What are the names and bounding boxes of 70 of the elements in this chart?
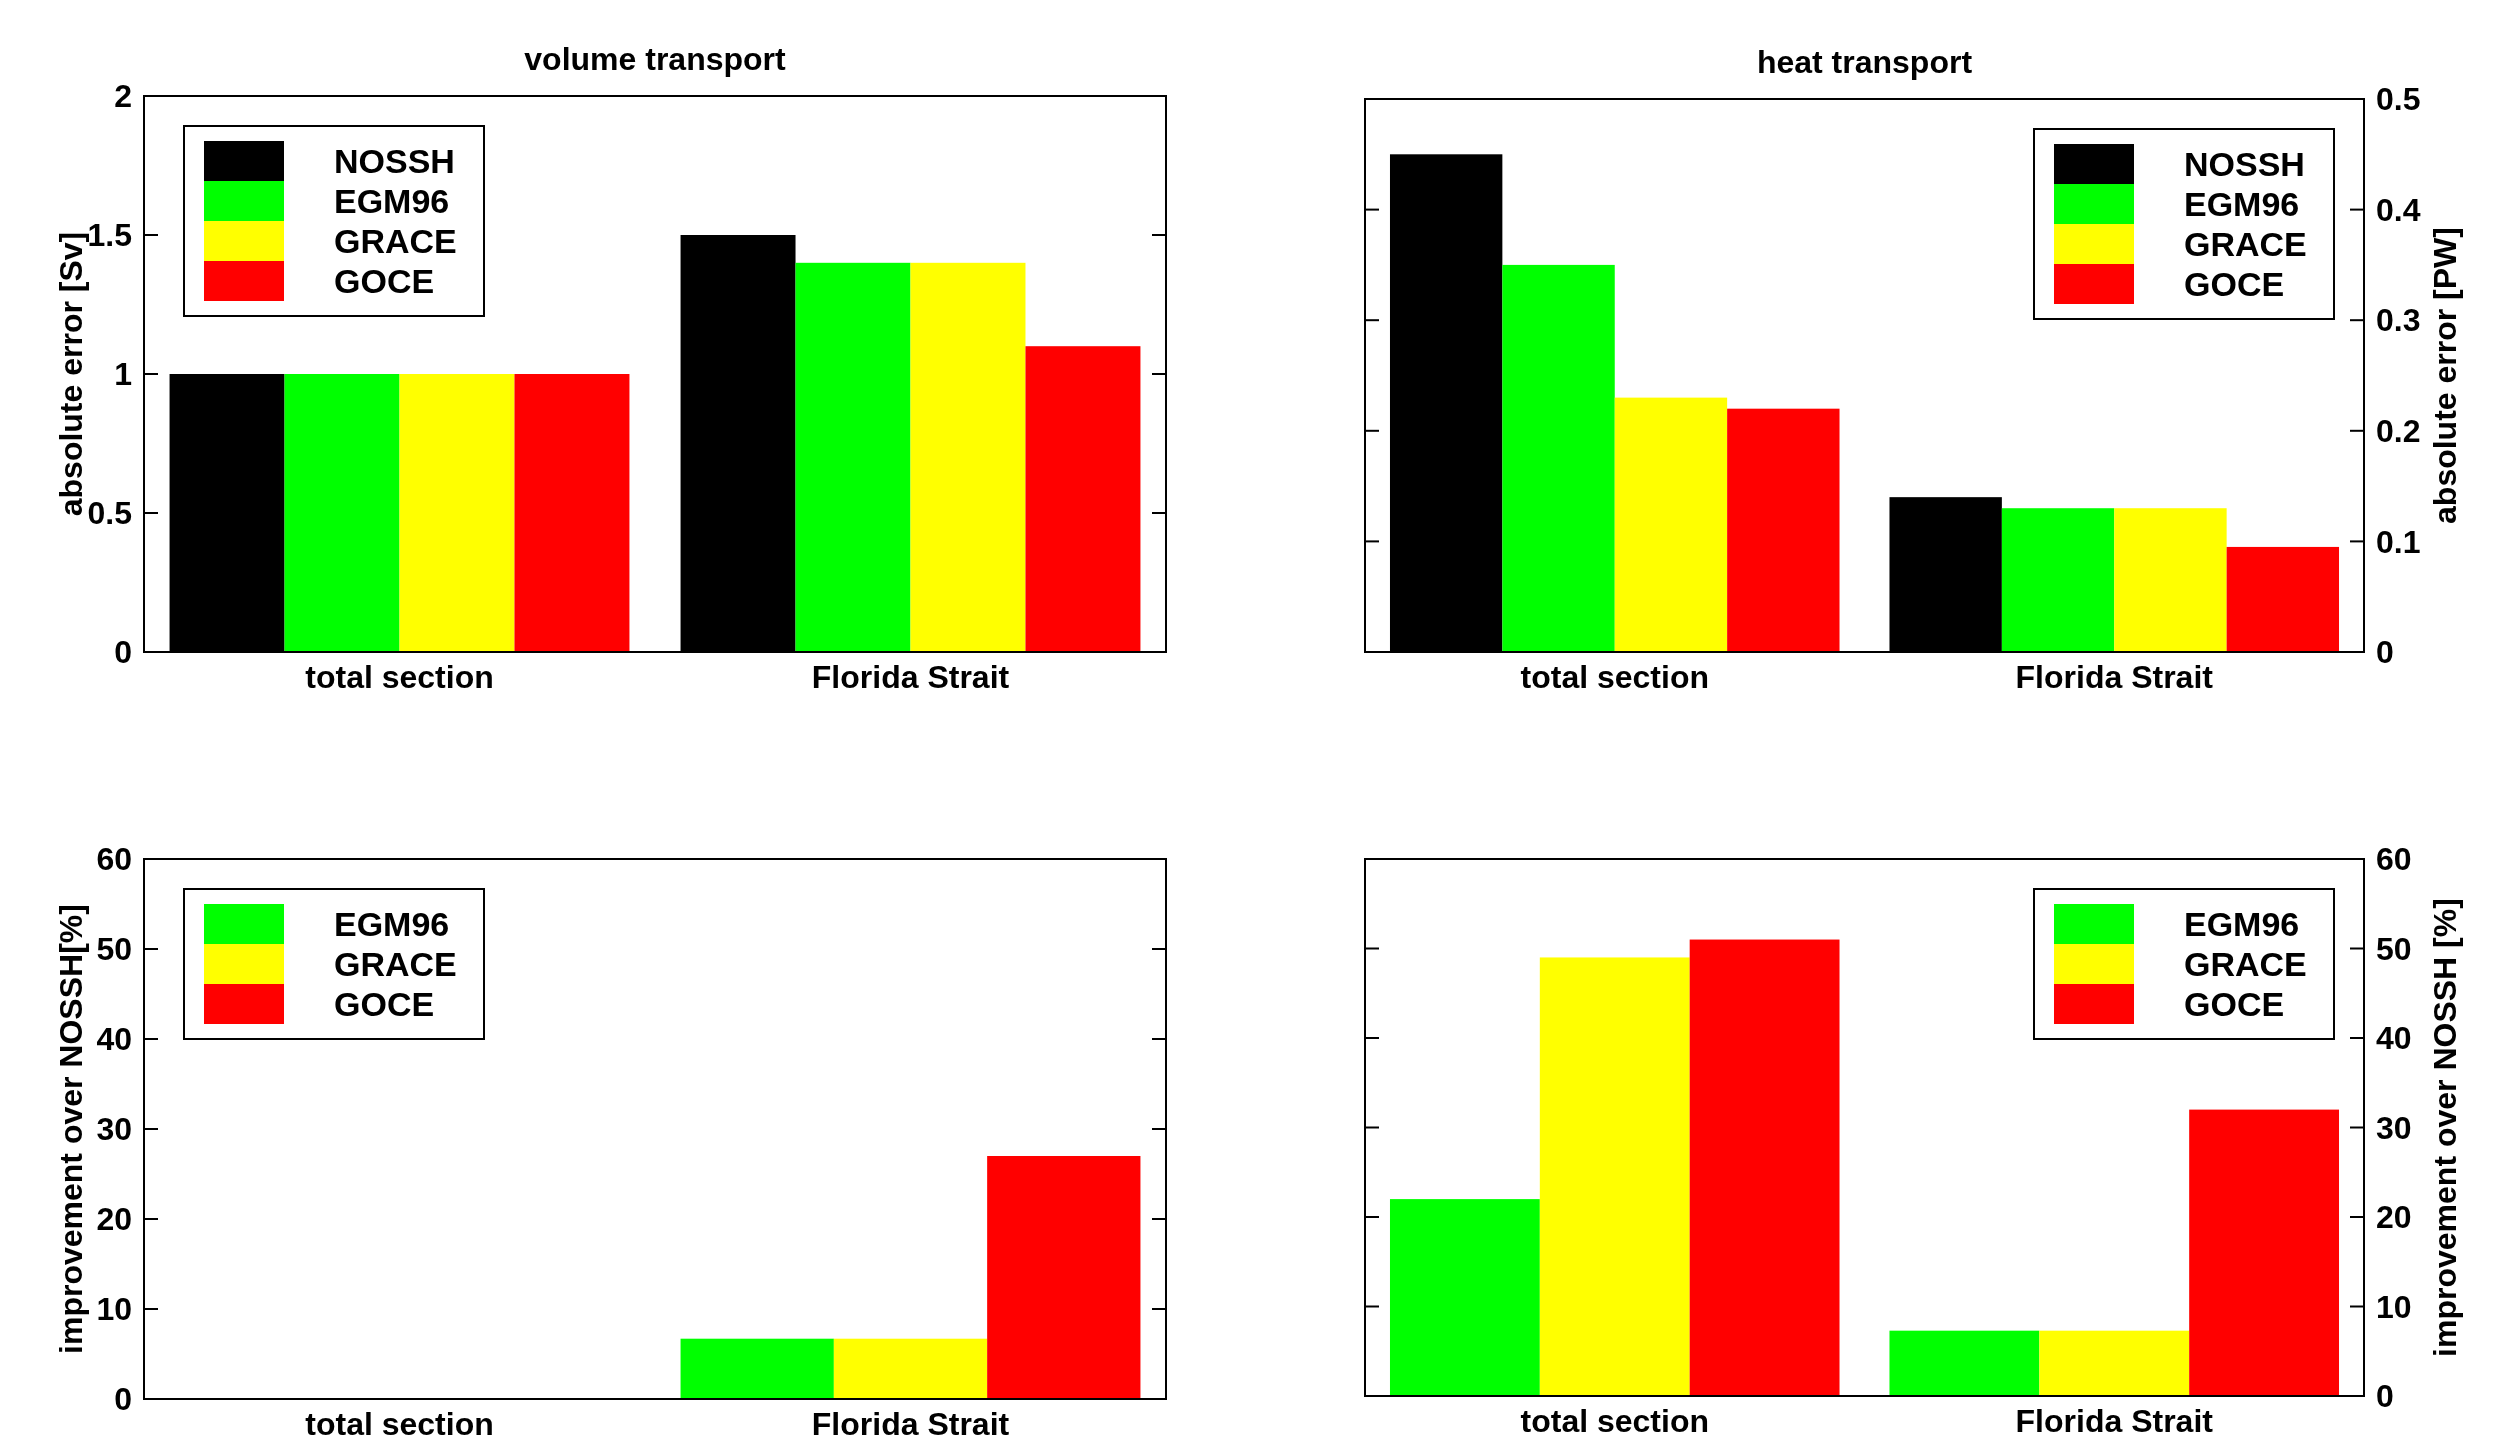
bar xyxy=(2226,546,2340,652)
y-tick-label: 50 xyxy=(96,931,132,968)
legend-label: GOCE xyxy=(334,984,435,1023)
legend-label: GRACE xyxy=(334,944,457,983)
bar xyxy=(1389,1199,1540,1396)
y2-tick-label: 0.3 xyxy=(2376,302,2421,339)
legend-label: EGM96 xyxy=(334,904,450,943)
x-tick-label: total section xyxy=(1520,1403,1709,1439)
chart-title: heat transport xyxy=(1756,44,1973,80)
y2-axis-title: absolute error [PW] xyxy=(2427,227,2463,524)
y-tick-label: 0.5 xyxy=(87,495,132,532)
y-tick-label: 60 xyxy=(96,841,132,878)
legend-label: GRACE xyxy=(334,221,457,260)
x-tick-label: total section xyxy=(305,1406,494,1442)
y-tick-label: 1 xyxy=(114,356,132,393)
y2-tick-label: 0.2 xyxy=(2376,413,2421,449)
y2-tick-label: 60 xyxy=(2376,841,2412,878)
bar xyxy=(284,374,400,652)
bar xyxy=(399,374,515,652)
y2-tick-label: 10 xyxy=(2376,1288,2412,1325)
x-tick-label: Florida Strait xyxy=(811,659,1010,695)
legend-label: GOCE xyxy=(2184,264,2285,303)
x-tick-label: Florida Strait xyxy=(811,1406,1010,1442)
bar xyxy=(1614,397,1728,652)
y-tick-label: 0 xyxy=(114,1381,132,1418)
bar xyxy=(2001,508,2115,652)
bar xyxy=(514,374,630,652)
legend-label: GRACE xyxy=(2184,944,2307,983)
y2-axis-title: improvement over NOSSH [%] xyxy=(2427,898,2463,1357)
legend-label: EGM96 xyxy=(2184,904,2300,943)
y2-tick-label: 0 xyxy=(2376,1378,2394,1415)
y2-tick-label: 0 xyxy=(2376,634,2394,671)
legend-label: EGM96 xyxy=(334,181,450,220)
y2-tick-label: 0.5 xyxy=(2376,81,2421,118)
y-axis-title: absolute error [Sv] xyxy=(53,231,89,517)
y-tick-label: 20 xyxy=(96,1201,132,1238)
y2-tick-label: 20 xyxy=(2376,1199,2412,1236)
y2-tick-label: 50 xyxy=(2376,930,2412,967)
y-axis-title: improvement over NOSSH[%] xyxy=(53,904,89,1354)
legend-label: GOCE xyxy=(334,261,435,300)
legend-label: EGM96 xyxy=(2184,184,2300,223)
bar xyxy=(2114,508,2227,652)
bar xyxy=(1025,346,1141,652)
y-tick-label: 0 xyxy=(114,634,132,671)
bar xyxy=(2189,1109,2340,1396)
y2-tick-label: 0.1 xyxy=(2376,523,2421,560)
legend-label: GOCE xyxy=(2184,984,2285,1023)
x-tick-label: Florida Strait xyxy=(2015,659,2214,695)
y2-tick-label: 40 xyxy=(2376,1020,2412,1057)
x-tick-label: total section xyxy=(1520,659,1709,695)
y-tick-label: 40 xyxy=(96,1021,132,1058)
legend-label: GRACE xyxy=(2184,224,2307,263)
x-tick-label: Florida Strait xyxy=(2015,1403,2214,1439)
bar xyxy=(1502,264,1615,652)
bar xyxy=(1727,408,1840,652)
y-tick-label: 10 xyxy=(96,1291,132,1328)
y-tick-label: 2 xyxy=(114,78,132,115)
bar xyxy=(1539,957,1690,1396)
x-tick-label: total section xyxy=(305,659,494,695)
bar xyxy=(910,262,1026,652)
bar xyxy=(1689,939,1840,1396)
bar xyxy=(795,262,911,652)
legend-label: NOSSH xyxy=(2184,144,2305,183)
y2-tick-label: 0.4 xyxy=(2376,191,2421,228)
bar xyxy=(2039,1330,2190,1396)
chart-title: volume transport xyxy=(524,41,787,77)
y-tick-label: 30 xyxy=(96,1111,132,1148)
y2-tick-label: 30 xyxy=(2376,1109,2412,1146)
legend-label: NOSSH xyxy=(334,141,455,180)
bar xyxy=(1889,1330,2040,1396)
